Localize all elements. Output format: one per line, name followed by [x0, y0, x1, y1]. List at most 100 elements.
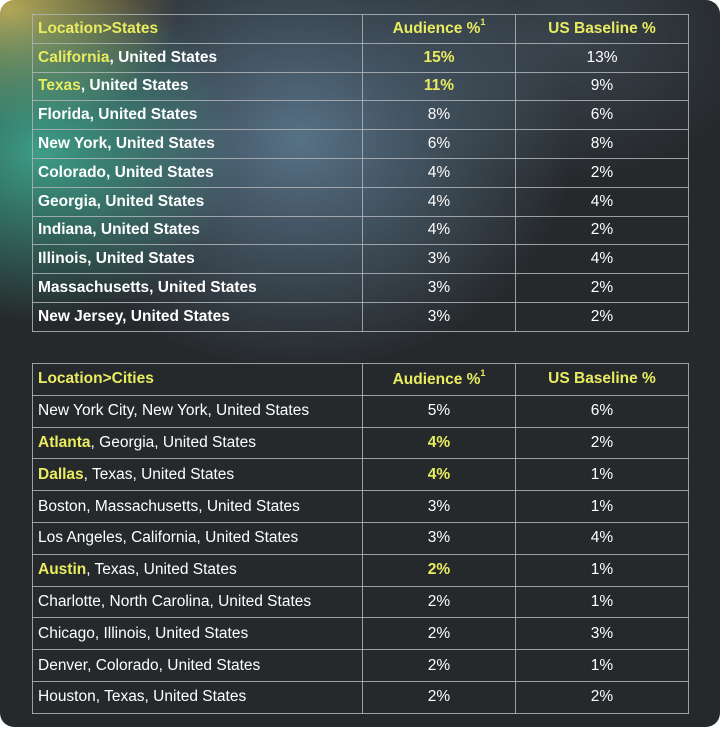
baseline-percent-cell: 9%	[515, 71, 689, 102]
audience-percent-cell: 2%	[362, 553, 516, 587]
table-row: New York, United States 6% 8%	[32, 129, 689, 159]
location-region: , United States	[122, 307, 230, 325]
location-region: , United States	[149, 279, 257, 297]
baseline-percent-cell: 6%	[515, 100, 689, 131]
baseline-percent-cell: 4%	[515, 244, 689, 275]
table-row: Massachusetts, United States 3% 2%	[32, 273, 689, 303]
table-row: Atlanta, Georgia, United States 4% 2%	[32, 426, 689, 460]
location-cell: Illinois, United States	[32, 244, 363, 275]
audience-percent-cell: 4%	[362, 426, 516, 460]
location-name: Atlanta	[38, 433, 91, 451]
location-name: Florida	[38, 106, 90, 124]
baseline-percent-cell: 6%	[515, 394, 689, 428]
location-name: Denver	[38, 656, 88, 674]
baseline-percent-cell: 1%	[515, 490, 689, 523]
location-region: , North Carolina, United States	[100, 592, 312, 610]
location-region: , Colorado, United States	[87, 656, 261, 674]
location-name: Massachusetts	[38, 279, 150, 297]
location-name: Austin	[38, 561, 87, 579]
location-region: , United States	[92, 221, 200, 239]
table-row: Austin, Texas, United States 2% 1%	[32, 553, 689, 587]
location-cell: Texas, United States	[32, 71, 363, 102]
location-cell: Florida, United States	[32, 100, 363, 131]
location-region: , Massachusetts, United States	[86, 497, 300, 515]
audience-percent-cell: 8%	[362, 100, 516, 131]
audience-percent-cell: 4%	[362, 157, 516, 188]
states-table: Location>States Audience %1 US Baseline …	[32, 14, 689, 332]
states-baseline-header: US Baseline %	[515, 14, 689, 44]
location-region: , Texas, United States	[86, 561, 237, 579]
cities-table-body: New York City, New York, United States 5%…	[32, 394, 689, 714]
location-region: , New York, United States	[133, 402, 310, 420]
table-row: Colorado, United States 4% 2%	[32, 157, 689, 188]
baseline-percent-cell: 2%	[515, 273, 689, 303]
location-cell: New York, United States	[32, 129, 363, 159]
location-name: New York	[38, 135, 108, 153]
audience-percent-cell: 3%	[362, 244, 516, 275]
audience-percent-cell: 2%	[362, 617, 516, 651]
location-region: , United States	[107, 135, 215, 153]
location-name: Los Angeles	[38, 529, 123, 547]
location-name: Texas	[38, 77, 81, 95]
table-row: Charlotte, North Carolina, United States…	[32, 585, 689, 619]
table-row: California, United States 15% 13%	[32, 42, 689, 73]
audience-percent-cell: 2%	[362, 680, 516, 714]
location-region: , United States	[87, 250, 195, 268]
location-cell: Chicago, Illinois, United States	[32, 617, 363, 651]
baseline-percent-cell: 3%	[515, 617, 689, 651]
location-name: Illinois	[38, 250, 88, 268]
states-table-body: California, United States 15% 13% Texas, Un…	[32, 42, 689, 332]
baseline-percent-cell: 2%	[515, 301, 689, 332]
location-region: , Illinois, United States	[94, 624, 249, 642]
location-region: , United States	[80, 77, 189, 95]
audience-percent-cell: 4%	[362, 186, 516, 217]
location-cell: Georgia, United States	[32, 186, 363, 217]
baseline-percent-cell: 2%	[515, 680, 689, 714]
baseline-percent-cell: 4%	[515, 521, 689, 555]
cities-baseline-header: US Baseline %	[515, 363, 689, 396]
location-cell: Colorado, United States	[32, 157, 363, 188]
table-row: Chicago, Illinois, United States 2% 3%	[32, 617, 689, 651]
location-cell: New York City, New York, United States	[32, 394, 363, 428]
location-cell: Denver, Colorado, United States	[32, 649, 363, 682]
location-cell: Indiana, United States	[32, 215, 363, 246]
table-row: Denver, Colorado, United States 2% 1%	[32, 649, 689, 682]
cities-location-header: Location>Cities	[32, 363, 363, 396]
location-region: , United States	[96, 192, 205, 210]
audience-percent-cell: 6%	[362, 129, 516, 159]
cities-header-row: Location>Cities Audience %1 US Baseline …	[32, 363, 689, 396]
location-name: Charlotte	[38, 592, 101, 610]
location-region: , United States	[89, 106, 198, 124]
location-cell: Austin, Texas, United States	[32, 553, 363, 587]
location-region: , Georgia, United States	[90, 433, 256, 451]
location-region: , United States	[106, 163, 214, 181]
table-row: New Jersey, United States 3% 2%	[32, 301, 689, 332]
table-row: New York City, New York, United States 5%…	[32, 394, 689, 428]
states-header-row: Location>States Audience %1 US Baseline …	[32, 14, 689, 44]
audience-percent-cell: 4%	[362, 215, 516, 246]
cities-audience-header-label: Audience %	[392, 370, 481, 388]
cities-table: Location>Cities Audience %1 US Baseline …	[32, 363, 689, 714]
location-name: New Jersey	[38, 307, 123, 325]
location-cell: California, United States	[32, 42, 363, 73]
table-row: Illinois, United States 3% 4%	[32, 244, 689, 275]
location-cell: New Jersey, United States	[32, 301, 363, 332]
baseline-percent-cell: 1%	[515, 553, 689, 587]
audience-percent-cell: 11%	[362, 71, 516, 102]
audience-percent-cell: 2%	[362, 585, 516, 619]
location-name: Georgia	[38, 192, 97, 210]
baseline-percent-cell: 1%	[515, 649, 689, 682]
table-row: Dallas, Texas, United States 4% 1%	[32, 458, 689, 492]
table-row: Texas, United States 11% 9%	[32, 71, 689, 102]
audience-percent-cell: 3%	[362, 273, 516, 303]
location-cell: Atlanta, Georgia, United States	[32, 426, 363, 460]
location-name: Houston	[38, 688, 96, 706]
location-name: Dallas	[38, 465, 84, 483]
states-audience-header: Audience %1	[362, 14, 516, 44]
location-name: Boston	[38, 497, 87, 515]
cities-audience-header: Audience %1	[362, 363, 516, 396]
baseline-percent-cell: 2%	[515, 157, 689, 188]
location-region: , Texas, United States	[95, 688, 247, 706]
location-name: New York City	[38, 402, 134, 420]
